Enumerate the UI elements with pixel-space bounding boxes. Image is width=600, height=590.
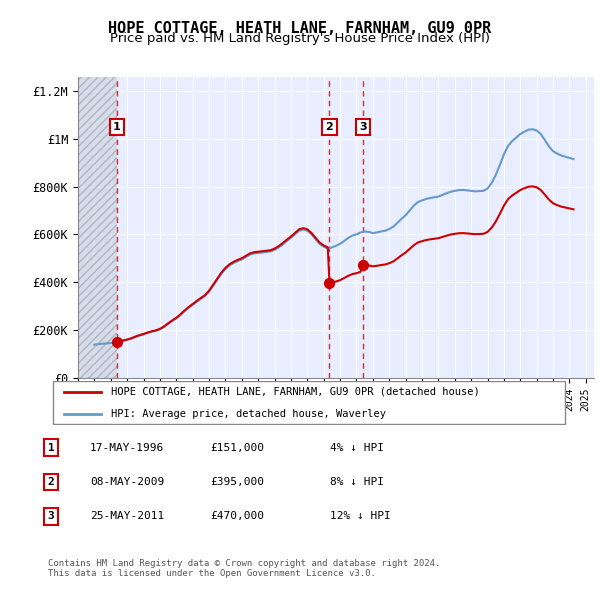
Text: Price paid vs. HM Land Registry's House Price Index (HPI): Price paid vs. HM Land Registry's House … bbox=[110, 32, 490, 45]
Point bbox=[112, 337, 122, 346]
Text: £470,000: £470,000 bbox=[210, 512, 264, 521]
Text: 25-MAY-2011: 25-MAY-2011 bbox=[90, 512, 164, 521]
Text: 4% ↓ HPI: 4% ↓ HPI bbox=[330, 443, 384, 453]
FancyBboxPatch shape bbox=[53, 382, 565, 424]
Text: £395,000: £395,000 bbox=[210, 477, 264, 487]
Text: 1: 1 bbox=[113, 122, 121, 132]
Text: 12% ↓ HPI: 12% ↓ HPI bbox=[330, 512, 391, 521]
Point bbox=[358, 261, 368, 270]
Text: 3: 3 bbox=[47, 512, 55, 521]
Text: 2: 2 bbox=[47, 477, 55, 487]
Text: 3: 3 bbox=[359, 122, 367, 132]
Text: 2: 2 bbox=[326, 122, 334, 132]
Point bbox=[325, 278, 334, 288]
Text: 17-MAY-1996: 17-MAY-1996 bbox=[90, 443, 164, 453]
Text: Contains HM Land Registry data © Crown copyright and database right 2024.
This d: Contains HM Land Registry data © Crown c… bbox=[48, 559, 440, 578]
Text: HOPE COTTAGE, HEATH LANE, FARNHAM, GU9 0PR (detached house): HOPE COTTAGE, HEATH LANE, FARNHAM, GU9 0… bbox=[112, 386, 480, 396]
Text: 08-MAY-2009: 08-MAY-2009 bbox=[90, 477, 164, 487]
Text: 8% ↓ HPI: 8% ↓ HPI bbox=[330, 477, 384, 487]
Bar bbox=[78, 77, 117, 378]
Text: HPI: Average price, detached house, Waverley: HPI: Average price, detached house, Wave… bbox=[112, 409, 386, 419]
Text: £151,000: £151,000 bbox=[210, 443, 264, 453]
Text: HOPE COTTAGE, HEATH LANE, FARNHAM, GU9 0PR: HOPE COTTAGE, HEATH LANE, FARNHAM, GU9 0… bbox=[109, 21, 491, 35]
Text: 1: 1 bbox=[47, 443, 55, 453]
